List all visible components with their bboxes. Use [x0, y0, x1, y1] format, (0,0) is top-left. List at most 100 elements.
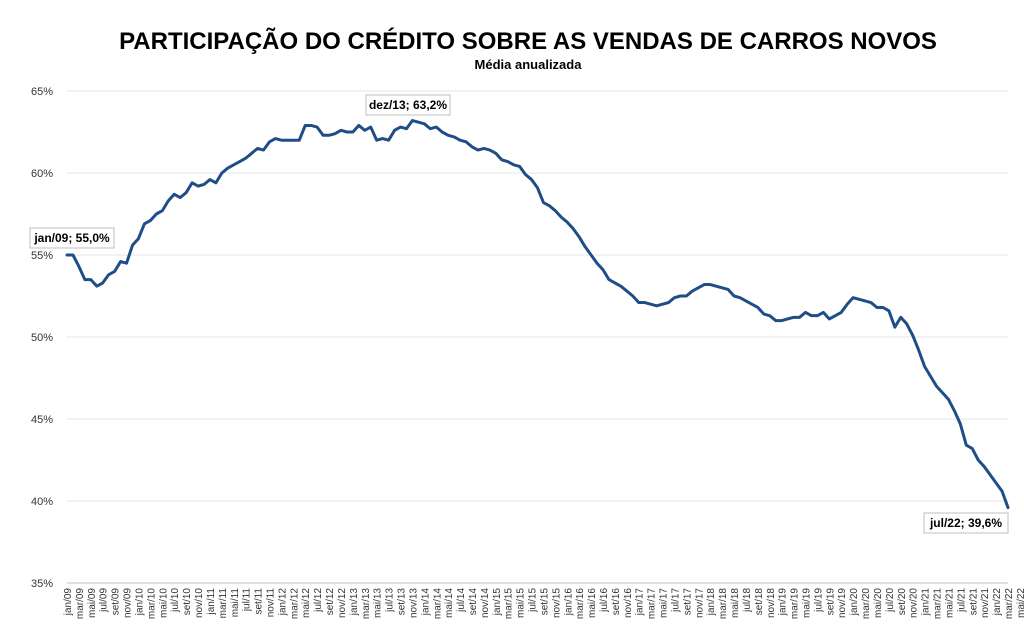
data-label: dez/13; 63,2% [365, 94, 451, 116]
x-tick-label: set/20 [897, 588, 908, 616]
gridlines [67, 90, 1008, 584]
x-tick-label: jan/21 [921, 588, 932, 617]
x-tick-label: nov/13 [408, 588, 419, 618]
x-tick-label: set/11 [254, 588, 265, 615]
y-tick-label: 60% [31, 168, 53, 180]
data-label-box [923, 512, 1009, 534]
x-tick-label: nov/10 [194, 588, 205, 618]
x-tick-label: set/16 [611, 588, 622, 616]
data-label-box [29, 227, 115, 249]
x-tick-label: jan/13 [349, 588, 360, 617]
x-tick-label: jan/09 [63, 588, 74, 617]
x-tick-label: mai/19 [802, 588, 813, 618]
y-tick-label: 55% [31, 250, 53, 262]
x-tick-label: set/14 [468, 588, 479, 616]
x-tick-label: mar/19 [790, 588, 801, 620]
x-tick-label: mar/21 [933, 588, 944, 620]
chart-subtitle: Média anualizada [475, 57, 583, 72]
x-tick-label: set/10 [182, 588, 193, 616]
x-tick-label: mai/16 [587, 588, 598, 618]
x-tick-label: set/12 [325, 588, 336, 616]
x-tick-label: jan/10 [134, 588, 145, 617]
x-tick-label: nov/21 [980, 588, 991, 618]
x-tick-label: jan/15 [492, 588, 503, 617]
x-tick-label: mar/17 [647, 588, 658, 620]
x-tick-label: jul/20 [885, 588, 896, 613]
y-tick-label: 65% [31, 86, 53, 98]
x-tick-label: mai/09 [87, 588, 98, 618]
x-tick-label: jul/16 [599, 588, 610, 613]
x-tick-label: jan/14 [420, 588, 431, 617]
x-tick-label: jul/11 [242, 588, 253, 613]
x-tick-label: nov/16 [623, 588, 634, 618]
x-tick-label: set/18 [754, 588, 765, 616]
x-tick-label: jan/22 [992, 588, 1003, 617]
x-tick-label: jan/16 [563, 588, 574, 617]
series-layer [65, 119, 1010, 510]
x-tick-label: jan/11 [206, 588, 217, 616]
x-tick-label: mar/10 [146, 588, 157, 620]
x-tick-label: mai/15 [516, 588, 527, 618]
x-tick-label: set/17 [682, 588, 693, 616]
x-tick-label: jan/18 [706, 588, 717, 617]
x-tick-label: nov/20 [909, 588, 920, 618]
x-tick-label: nov/18 [766, 588, 777, 618]
x-tick-label: set/19 [825, 588, 836, 616]
series-line-credito [65, 119, 1010, 510]
x-tick-label: nov/19 [837, 588, 848, 618]
x-tick-label: jul/09 [99, 588, 110, 613]
x-tick-label: mai/20 [873, 588, 884, 618]
x-tick-label: jul/17 [670, 588, 681, 613]
x-tick-label: jul/14 [456, 588, 467, 613]
x-tick-label: jul/18 [742, 588, 753, 613]
x-tick-label: mai/11 [230, 588, 241, 618]
x-tick-label: nov/17 [694, 588, 705, 618]
data-label-text: dez/13; 63,2% [369, 98, 447, 112]
data-label-text: jan/09; 55,0% [33, 231, 110, 245]
x-tick-label: mar/14 [432, 588, 443, 620]
y-tick-label: 35% [31, 578, 53, 590]
x-tick-label: mai/12 [301, 588, 312, 618]
x-tick-label: jul/13 [385, 588, 396, 613]
x-tick-label: set/13 [397, 588, 408, 616]
x-tick-label: mai/10 [158, 588, 169, 618]
y-tick-label: 45% [31, 414, 53, 426]
x-tick-label: jul/12 [313, 588, 324, 613]
x-tick-label: set/15 [539, 588, 550, 616]
x-tick-label: mai/14 [444, 588, 455, 618]
x-tick-label: mar/11 [218, 588, 229, 619]
x-tick-label: jan/12 [277, 588, 288, 617]
x-tick-label: nov/15 [551, 588, 562, 618]
y-tick-label: 50% [31, 332, 53, 344]
x-tick-label: set/21 [968, 588, 979, 616]
y-axis: 35% 40% 45% 50% 55% 60% 65% [31, 86, 53, 590]
x-tick-label: set/09 [111, 588, 122, 616]
x-tick-label: mai/17 [659, 588, 670, 618]
x-tick-label: nov/12 [337, 588, 348, 618]
x-tick-label: mar/15 [504, 588, 515, 620]
x-tick-label: mar/18 [718, 588, 729, 620]
x-tick-label: mai/21 [944, 588, 955, 618]
x-tick-label: nov/09 [123, 588, 134, 618]
y-tick-label: 40% [31, 496, 53, 508]
x-tick-label: jul/15 [528, 588, 539, 613]
x-tick-label: mar/09 [75, 588, 86, 620]
x-tick-label: mar/12 [289, 588, 300, 620]
x-tick-label: nov/14 [480, 588, 491, 618]
x-tick-label: jan/17 [635, 588, 646, 617]
x-tick-label: jan/19 [778, 588, 789, 617]
x-tick-label: mai/18 [730, 588, 741, 618]
x-tick-label: mar/20 [861, 588, 872, 620]
x-tick-label: jul/19 [813, 588, 824, 613]
x-tick-label: jan/20 [849, 588, 860, 617]
data-label-text: jul/22; 39,6% [929, 516, 1002, 530]
data-label: jan/09; 55,0% [29, 227, 115, 249]
data-label-box [365, 94, 451, 116]
x-tick-label: jul/10 [170, 588, 181, 613]
chart-title: PARTICIPAÇÃO DO CRÉDITO SOBRE AS VENDAS … [119, 27, 937, 55]
x-tick-label: nov/11 [265, 588, 276, 618]
x-tick-label: jul/21 [956, 588, 967, 613]
data-label: jul/22; 39,6% [923, 512, 1009, 534]
